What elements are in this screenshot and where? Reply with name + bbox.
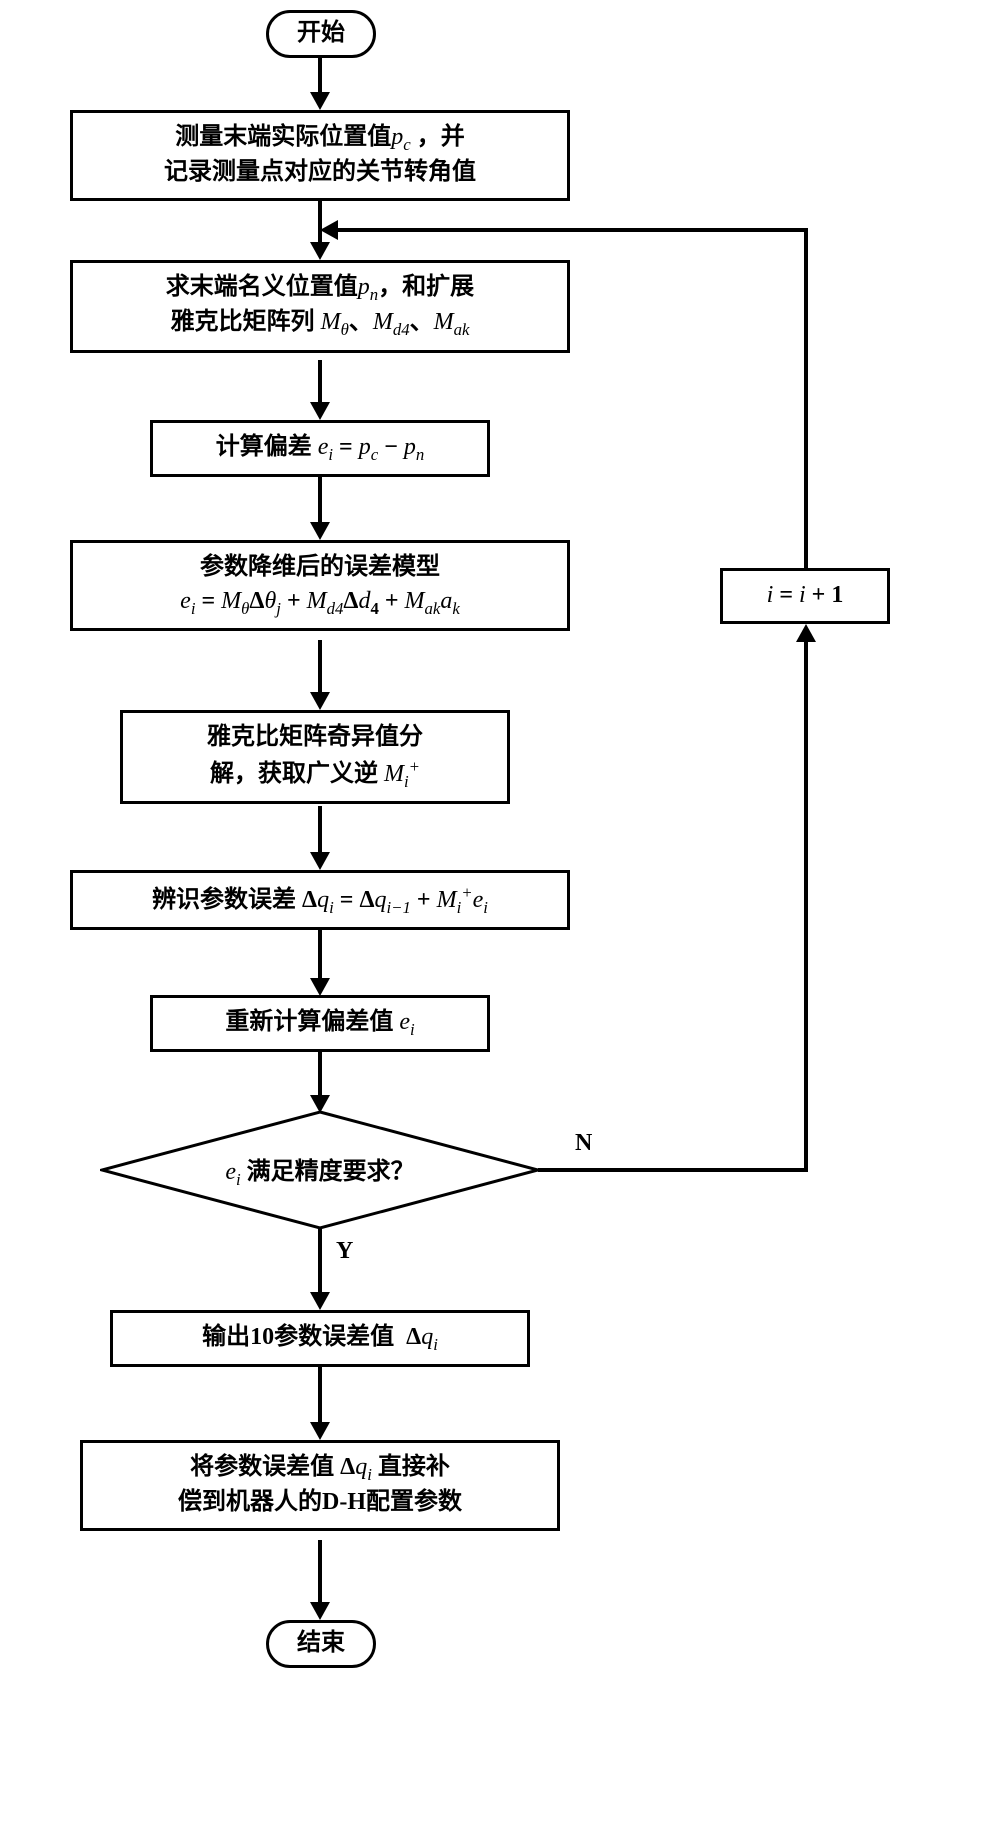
- edge: [318, 640, 322, 694]
- decision-label: ei 满足精度要求？: [225, 1151, 414, 1190]
- arrowhead: [310, 1422, 330, 1440]
- edge: [318, 360, 322, 404]
- edge: [318, 1051, 322, 1097]
- edge: [318, 930, 322, 980]
- edge: [318, 806, 322, 854]
- process-nominal: 求末端名义位置值pn，和扩展雅克比矩阵列 Mθ、Md4、Mak: [70, 260, 570, 353]
- arrowhead: [310, 402, 330, 420]
- edge-n-h: [538, 1168, 808, 1172]
- arrowhead: [310, 242, 330, 260]
- arrowhead: [310, 978, 330, 996]
- process-increment: i = i + 1: [720, 568, 890, 624]
- arrowhead: [310, 1602, 330, 1620]
- process-measure: 测量末端实际位置值pc ，并记录测量点对应的关节转角值: [70, 110, 570, 201]
- label-yes: Y: [336, 1238, 353, 1265]
- edge: [318, 1540, 322, 1604]
- edge: [318, 56, 322, 96]
- edge-back-v: [804, 228, 808, 568]
- arrowhead: [310, 522, 330, 540]
- edge: [318, 1366, 322, 1424]
- decision-precision: ei 满足精度要求？: [100, 1110, 540, 1230]
- arrowhead: [310, 852, 330, 870]
- edge: [318, 476, 322, 524]
- label-no: N: [575, 1130, 592, 1157]
- process-output: 输出10参数误差值 Δqi: [110, 1310, 530, 1367]
- process-deviation: 计算偏差 ei = pc − pn: [150, 420, 490, 477]
- process-identify: 辨识参数误差 Δqi = Δqi−1 + Mi+ei: [70, 870, 570, 930]
- arrowhead: [796, 624, 816, 642]
- terminal-end: 结束: [266, 1620, 376, 1668]
- process-recompute: 重新计算偏差值 ei: [150, 995, 490, 1052]
- arrowhead: [310, 692, 330, 710]
- edge-n-v: [804, 640, 808, 1172]
- process-error-model: 参数降维后的误差模型ei = MθΔθj + Md4Δd4 + Makak: [70, 540, 570, 631]
- edge: [318, 1228, 322, 1294]
- process-svd: 雅克比矩阵奇异值分解，获取广义逆 Mi+: [120, 710, 510, 804]
- edge-back-h: [336, 228, 808, 232]
- terminal-start-label: 开始: [297, 20, 345, 46]
- terminal-start: 开始: [266, 10, 376, 58]
- arrowhead: [310, 1292, 330, 1310]
- process-compensate: 将参数误差值 Δqi 直接补偿到机器人的D-H配置参数: [80, 1440, 560, 1531]
- arrowhead: [310, 92, 330, 110]
- arrowhead: [310, 1095, 330, 1113]
- terminal-end-label: 结束: [297, 1630, 345, 1656]
- arrowhead: [320, 220, 338, 240]
